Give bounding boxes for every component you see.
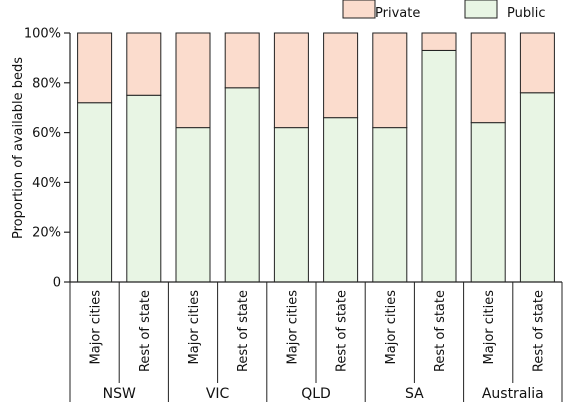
- x-group-label: NSW: [103, 386, 136, 402]
- legend-label-private: Private: [375, 6, 420, 21]
- legend: Private Public: [342, 0, 545, 21]
- bar-private-5: [273, 32, 309, 129]
- bar-public-8: [421, 49, 457, 283]
- bar-private-2: [126, 32, 162, 96]
- x-group-label: QLD: [301, 386, 331, 402]
- bar-public-10: [519, 92, 555, 283]
- x-category-label: Rest of state: [138, 290, 153, 372]
- bar-public-4: [224, 87, 260, 283]
- x-category-label: Rest of state: [236, 290, 251, 372]
- y-axis-label: Proportion of available beds: [11, 57, 26, 239]
- y-tick-label: 60%: [32, 126, 61, 141]
- x-category-label: Major cities: [384, 290, 399, 365]
- legend-swatch-public: [464, 0, 498, 19]
- y-axis: 0 20% 40% 60% 80% 100%: [24, 27, 71, 291]
- x-category-label: Major cities: [89, 290, 104, 365]
- bar-private-7: [372, 32, 408, 129]
- bar-public-3: [175, 127, 211, 283]
- bar-private-3: [175, 32, 211, 129]
- y-tick-label: 100%: [24, 27, 61, 42]
- x-group-label: VIC: [206, 386, 230, 402]
- bar-private-4: [224, 32, 260, 89]
- bar-public-7: [372, 127, 408, 283]
- bar-private-6: [323, 32, 359, 119]
- x-category-label: Rest of state: [433, 290, 448, 372]
- x-category-label: Rest of state: [531, 290, 546, 372]
- x-category-label: Major cities: [285, 290, 300, 365]
- bar-private-8: [421, 32, 457, 51]
- legend-label-public: Public: [507, 6, 545, 21]
- bar-private-1: [77, 32, 113, 104]
- x-group-label: Australia: [482, 386, 544, 402]
- x-category-label: Major cities: [187, 290, 202, 365]
- x-category-label: Major cities: [482, 290, 497, 365]
- y-tick-label: 40%: [32, 176, 61, 191]
- bar-private-10: [519, 32, 555, 94]
- bar-private-9: [470, 32, 506, 124]
- legend-swatch-private: [342, 0, 376, 19]
- bar-public-6: [323, 117, 359, 283]
- bar-public-2: [126, 94, 162, 283]
- x-group-label: SA: [405, 386, 424, 402]
- bar-public-9: [470, 122, 506, 283]
- bar-public-5: [273, 127, 309, 283]
- y-tick-label: 20%: [32, 226, 61, 241]
- y-tick-label: 80%: [32, 76, 61, 91]
- y-tick-label: 0: [53, 276, 61, 291]
- x-category-label: Rest of state: [335, 290, 350, 372]
- bar-public-1: [77, 102, 113, 283]
- bars: [77, 32, 555, 283]
